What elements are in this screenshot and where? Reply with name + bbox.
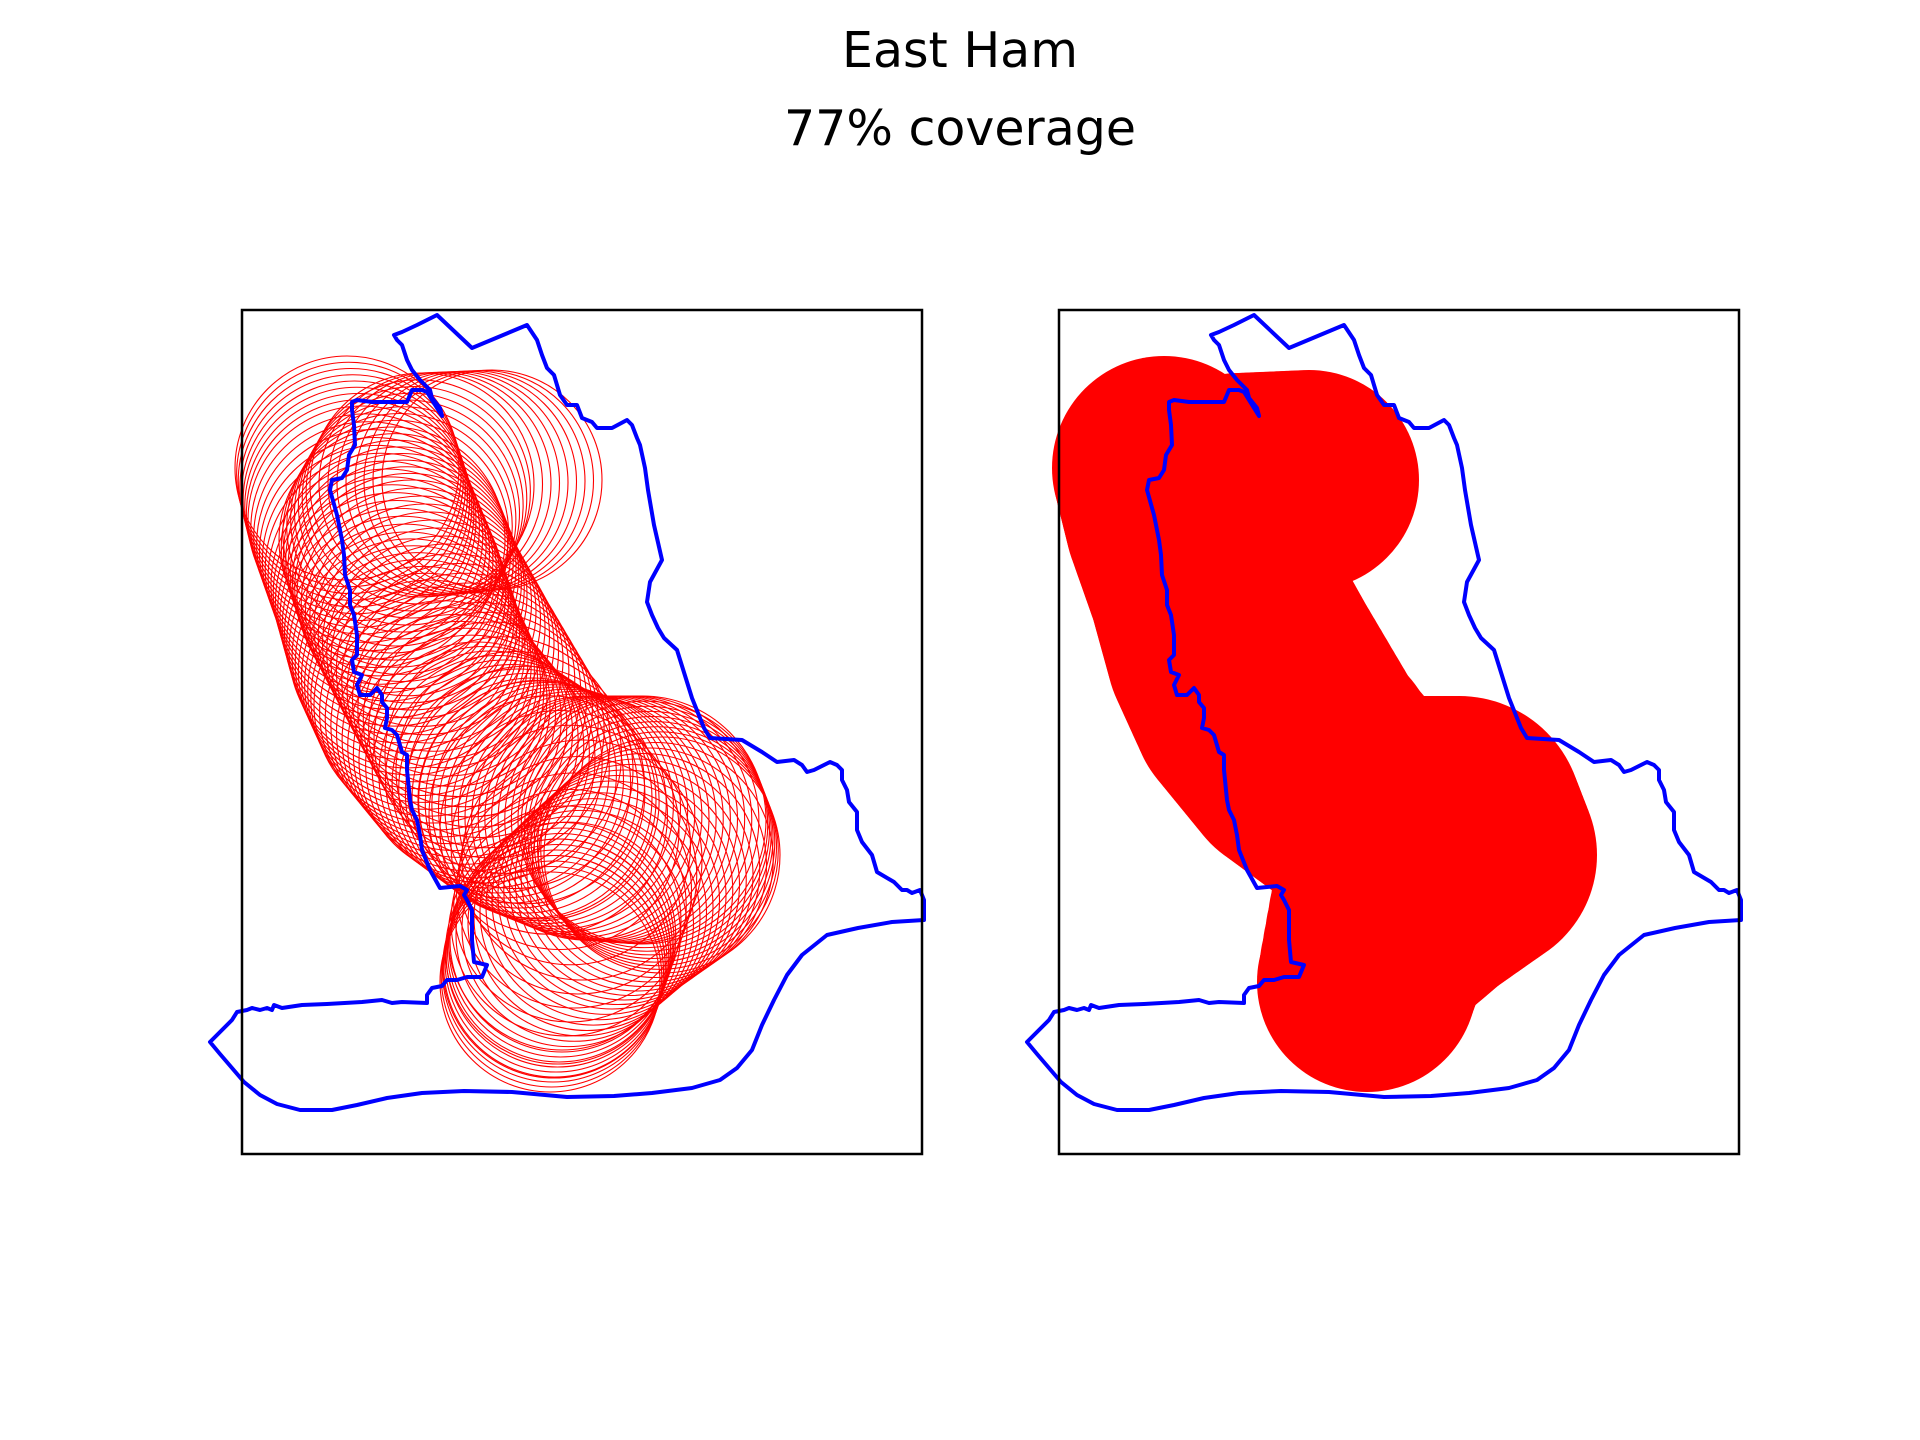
coverage-circle [335,553,570,787]
coverage-circle [428,695,669,935]
coverage-circle [491,786,721,1015]
coverage-circle [497,780,727,1010]
borough-boundary-left [208,313,926,1112]
coverage-circle [445,843,670,1068]
coverage-circle [362,601,599,839]
coverage-circle [442,854,666,1079]
coverage-circle [444,838,672,1065]
coverage-circle [424,681,667,925]
coverage-circle [447,821,677,1051]
coverage-circle [304,495,537,728]
coverage-circle [282,419,510,647]
coverage-circle [431,684,674,927]
coverage-circle [450,724,692,966]
coverage-circle [300,487,533,719]
coverage-circle [300,558,539,797]
panel-frame-right [1057,308,1741,1156]
coverage-circle [330,543,564,777]
coverage-circles-outline [234,355,781,1093]
coverage-circle [444,849,668,1073]
coverage-circle [309,503,542,736]
coverage-circle [411,677,653,919]
coverage-circle [294,472,525,704]
coverage-circle [326,535,560,769]
coverage-circle [301,385,528,612]
coverage-circle [479,798,708,1026]
coverage-circle [526,752,761,988]
coverage-circle [508,769,741,1001]
coverage-circle [351,582,588,818]
coverage-circle [278,426,506,654]
coverage-circle [371,650,610,889]
coverage-circle [439,871,661,1093]
coverage-circle [467,809,695,1037]
coverage-circle [461,815,688,1042]
coverage-circle [449,827,675,1053]
coverage-circle [417,680,657,920]
coverage-circle [395,650,634,890]
map-panel-circles [208,308,926,1156]
coverage-circle [341,562,576,798]
coverage-circle [537,741,774,979]
coverage-circle [290,406,517,633]
coverage-circle [514,763,747,997]
coverage-subtitle: 77% coverage [784,100,1136,157]
coverage-circle [313,511,546,744]
map-panel-union [1025,308,1743,1156]
coverage-circle [453,788,687,1023]
coverage-union-fill [1052,356,1597,1092]
coverage-circle [450,805,682,1037]
coverage-circle [286,412,513,640]
coverage-circle [531,747,768,983]
coverage-circle [503,774,734,1006]
coverage-circle [461,739,703,981]
panel-frame-left [240,308,924,1156]
coverage-circle [384,636,623,874]
coverage-circle [381,369,603,591]
borough-boundary-right [1025,313,1743,1112]
coverage-circle [304,565,542,803]
coverage-circle [296,479,528,711]
coverage-disc [1199,370,1419,590]
coverage-circle [274,484,510,719]
map-title: East Ham [842,22,1078,79]
coverage-circle [520,758,754,992]
